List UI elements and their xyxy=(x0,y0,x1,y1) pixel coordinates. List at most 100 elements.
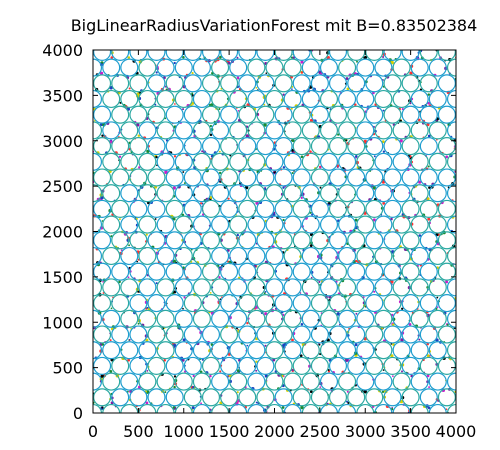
tree-point xyxy=(265,215,284,234)
tree-point xyxy=(238,262,257,281)
gap-point xyxy=(244,41,246,43)
tree-point xyxy=(238,168,257,187)
gap-point xyxy=(265,72,268,75)
gap-point xyxy=(89,76,91,78)
gap-point xyxy=(282,218,285,222)
gap-point xyxy=(337,188,340,190)
tree-point xyxy=(247,278,266,297)
tree-point xyxy=(183,168,202,187)
gap-point xyxy=(474,365,477,368)
tree-point xyxy=(328,74,348,93)
tree-point xyxy=(319,372,339,391)
gap-point xyxy=(237,109,240,112)
gap-point xyxy=(155,282,158,285)
gap-point xyxy=(471,247,473,249)
y-tick-label: 4000 xyxy=(42,41,83,60)
tree-point xyxy=(419,262,438,281)
gap-point xyxy=(468,324,470,326)
tree-point xyxy=(102,184,121,203)
gap-point xyxy=(345,77,349,81)
tree-point xyxy=(247,152,266,171)
y-tick-label: 2000 xyxy=(42,223,83,242)
gap-point xyxy=(264,344,267,347)
tree-point xyxy=(93,137,112,156)
chart-title: BigLinearRadiusVariationForest mit B=0.8… xyxy=(71,16,478,35)
tree-point xyxy=(338,341,357,360)
tree-point xyxy=(392,89,411,109)
tree-point xyxy=(419,356,438,375)
tree-point xyxy=(328,231,348,250)
gap-point xyxy=(87,389,89,391)
tree-point xyxy=(129,105,148,124)
tree-point xyxy=(129,294,148,313)
gap-point xyxy=(461,230,464,233)
tree-point xyxy=(138,309,157,328)
tree-point xyxy=(437,168,456,187)
tree-point xyxy=(356,58,375,77)
tree-point xyxy=(347,105,366,124)
tree-point xyxy=(356,121,375,140)
tree-point xyxy=(256,262,275,281)
gap-point xyxy=(291,139,295,143)
gap-point xyxy=(418,234,422,237)
tree-point xyxy=(238,105,257,124)
gap-point xyxy=(154,103,157,106)
tree-point xyxy=(292,325,311,344)
tree-point xyxy=(457,138,474,155)
tree-point xyxy=(437,294,456,313)
gap-point xyxy=(410,41,412,43)
gap-point xyxy=(209,292,212,294)
tree-point xyxy=(319,89,339,109)
tree-point xyxy=(211,184,230,203)
gap-point xyxy=(327,369,330,371)
tree-point xyxy=(256,50,275,61)
gap-point xyxy=(136,260,139,263)
gap-point xyxy=(355,312,358,315)
tree-point xyxy=(138,372,157,391)
tree-point xyxy=(437,137,456,156)
gap-point xyxy=(255,87,258,89)
tree-point xyxy=(374,152,393,171)
gap-point xyxy=(474,336,476,338)
tree-point xyxy=(120,278,139,297)
gap-point xyxy=(381,180,386,184)
tree-point xyxy=(201,74,221,93)
tree-point xyxy=(183,388,202,407)
tree-point xyxy=(356,246,375,266)
tree-point xyxy=(457,357,474,374)
tree-point xyxy=(211,372,230,391)
tree-point xyxy=(338,372,357,391)
tree-point xyxy=(392,341,411,360)
tree-point xyxy=(310,74,329,93)
tree-point xyxy=(383,74,402,93)
tree-point xyxy=(292,199,311,218)
gap-point xyxy=(272,212,276,217)
gap-point xyxy=(428,41,430,43)
tree-point xyxy=(120,309,139,328)
tree-point xyxy=(428,89,447,109)
gap-point xyxy=(426,374,430,378)
gap-point xyxy=(138,166,141,169)
tree-point xyxy=(256,105,275,124)
tree-point xyxy=(256,325,275,344)
tree-point xyxy=(437,388,456,407)
tree-point xyxy=(274,50,293,61)
gap-point xyxy=(310,276,313,279)
tree-point xyxy=(229,89,248,109)
gap-point xyxy=(263,103,266,106)
gap-point xyxy=(113,42,116,45)
tree-point xyxy=(374,309,393,328)
gap-point xyxy=(102,280,104,283)
tree-point xyxy=(147,74,166,93)
tree-point xyxy=(428,121,447,140)
gap-point xyxy=(468,279,472,283)
gap-point xyxy=(282,166,286,169)
gap-point xyxy=(266,40,269,43)
tree-point xyxy=(192,152,211,171)
tree-point xyxy=(201,356,221,375)
gap-point xyxy=(356,60,358,63)
tree-point xyxy=(328,388,348,407)
tree-point xyxy=(147,199,166,218)
gap-point xyxy=(456,246,459,249)
gap-point xyxy=(364,55,368,59)
